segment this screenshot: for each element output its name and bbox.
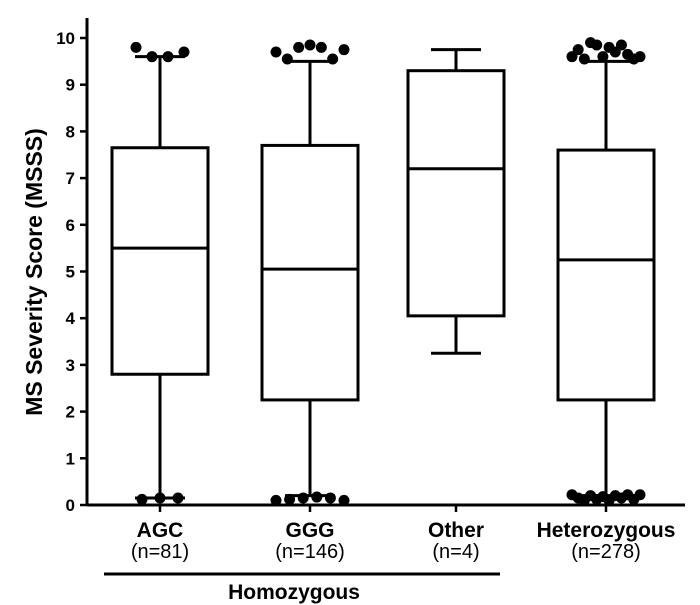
iqr-box: [260, 143, 360, 402]
outlier-point: [311, 491, 323, 503]
outlier-point: [284, 493, 296, 505]
outlier-point: [578, 53, 590, 65]
category-label: Other: [428, 519, 484, 542]
outlier-point: [270, 494, 282, 506]
outlier-point: [130, 41, 142, 53]
y-axis-title: MS Severity Score (MSSS): [21, 128, 47, 416]
n-label: (n=146): [275, 541, 345, 563]
y-tick-label: 0: [66, 496, 75, 515]
outlier-point: [634, 51, 646, 63]
n-label: (n=4): [432, 541, 479, 563]
outlier-point: [338, 44, 350, 56]
outlier-point: [162, 51, 174, 63]
box-ggg: GGG(n=146): [260, 39, 360, 563]
outlier-point: [634, 489, 646, 501]
outlier-point: [324, 492, 336, 504]
n-label: (n=278): [571, 541, 641, 563]
y-tick-label: 5: [66, 263, 75, 282]
outlier-point: [178, 46, 190, 58]
y-tick-label: 7: [66, 169, 75, 188]
category-label: AGC: [137, 519, 184, 542]
y-tick-label: 9: [66, 76, 75, 95]
y-tick-label: 1: [66, 449, 75, 468]
iqr-box: [110, 146, 210, 376]
outlier-point: [338, 494, 350, 506]
category-label: Heterozygous: [537, 519, 676, 542]
boxes: AGC(n=81) GGG(n=146) Other(n=4) Heterozygou…: [110, 37, 676, 563]
outlier-point: [281, 53, 293, 65]
iqr-box: [556, 148, 656, 402]
box-agc: AGC(n=81): [110, 41, 210, 563]
y-tick-label: 4: [66, 309, 76, 328]
outlier-point: [270, 46, 282, 58]
box-other: Other(n=4): [406, 48, 506, 563]
outlier-point: [615, 39, 627, 51]
outlier-point: [154, 492, 166, 504]
group-label: Homozygous: [228, 581, 360, 604]
n-label: (n=81): [131, 541, 189, 563]
y-tick-label: 2: [66, 403, 75, 422]
y-tick-label: 10: [56, 29, 75, 48]
y-tick-label: 6: [66, 216, 75, 235]
iqr-box: [406, 69, 506, 318]
y-tick-label: 8: [66, 122, 75, 141]
outlier-point: [136, 493, 148, 505]
category-label: GGG: [285, 519, 334, 542]
box-heterozygous: Heterozygous(n=278): [537, 37, 676, 563]
outlier-point: [172, 492, 184, 504]
outlier-point: [327, 53, 339, 65]
y-tick-label: 3: [66, 356, 75, 375]
outlier-point: [293, 41, 305, 53]
outlier-point: [591, 39, 603, 51]
outlier-point: [304, 39, 316, 51]
outlier-point: [315, 41, 327, 53]
outlier-point: [572, 44, 584, 56]
outlier-point: [146, 51, 158, 63]
outlier-point: [597, 51, 609, 63]
outlier-point: [297, 492, 309, 504]
